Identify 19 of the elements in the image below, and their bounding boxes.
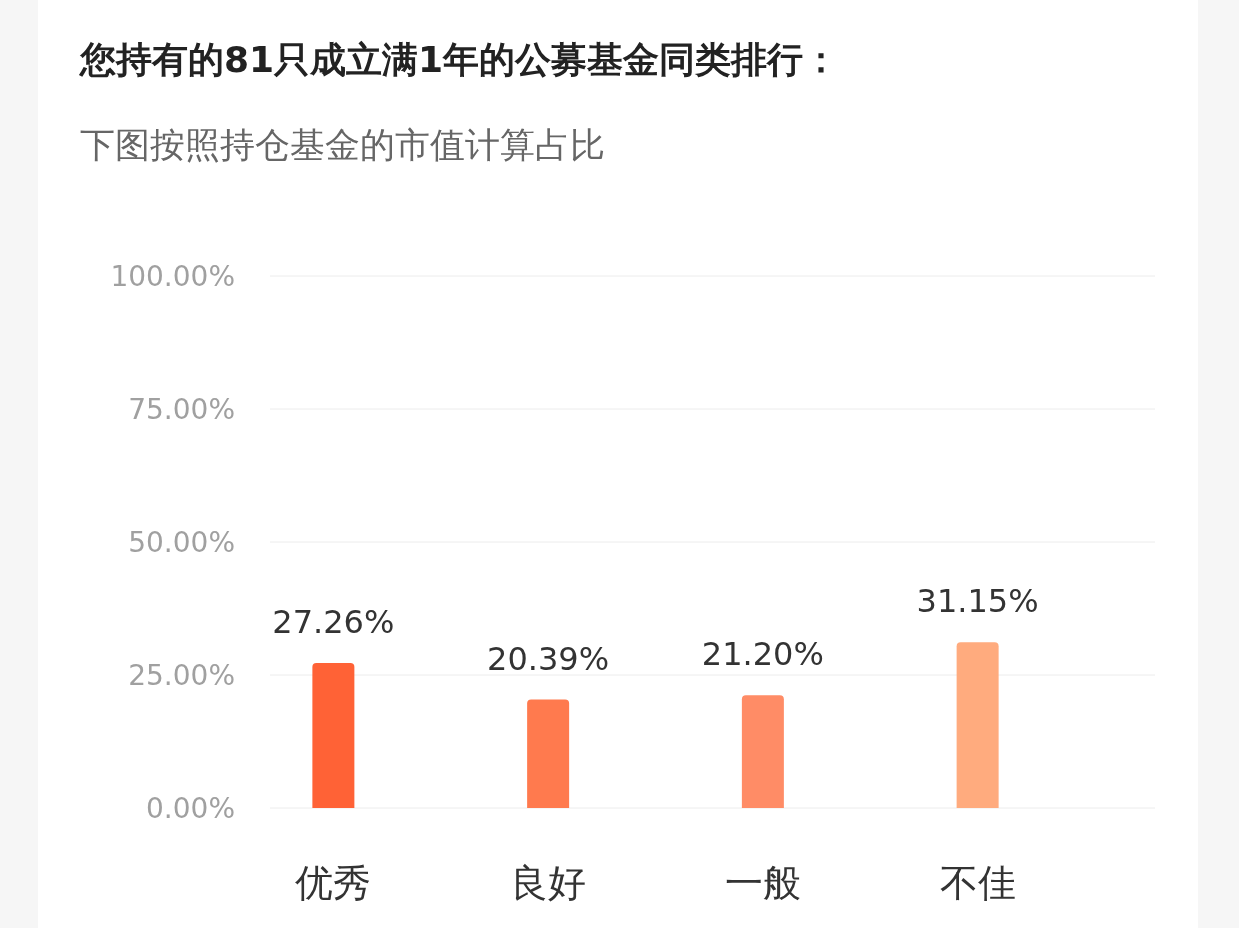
bar bbox=[312, 662, 355, 808]
data-label: 20.39% bbox=[487, 639, 610, 678]
y-tick-label: 75.00% bbox=[128, 393, 235, 426]
y-tick-label: 100.00% bbox=[110, 260, 235, 293]
data-label: 21.20% bbox=[701, 635, 824, 674]
chart-title: 您持有的81只成立满1年的公募基金同类排行： bbox=[80, 38, 840, 82]
bar bbox=[741, 695, 784, 808]
x-tick-label: 一般 bbox=[724, 861, 801, 905]
y-tick-label: 50.00% bbox=[128, 526, 235, 559]
chart-subtitle: 下图按照持仓基金的市值计算占比 bbox=[80, 124, 605, 167]
x-tick-label: 不佳 bbox=[939, 861, 1016, 905]
x-tick-label: 优秀 bbox=[295, 861, 372, 905]
y-tick-label: 25.00% bbox=[128, 659, 235, 692]
bar bbox=[527, 699, 570, 808]
data-label: 27.26% bbox=[272, 602, 395, 641]
y-tick-label: 0.00% bbox=[146, 792, 235, 825]
data-label: 31.15% bbox=[916, 582, 1039, 621]
x-tick-label: 良好 bbox=[510, 861, 587, 905]
bar bbox=[956, 642, 999, 808]
